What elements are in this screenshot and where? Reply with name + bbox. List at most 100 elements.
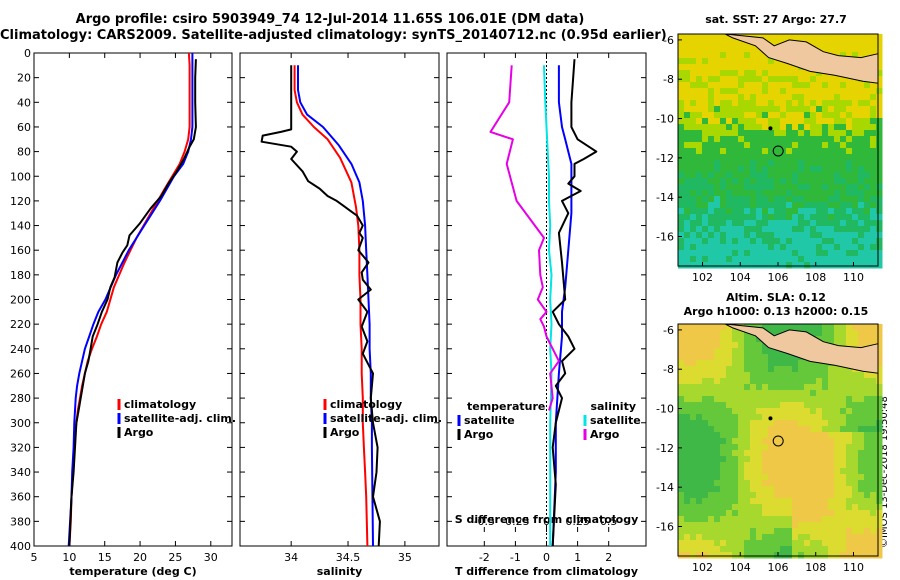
map-cell	[744, 190, 751, 197]
map-cell	[732, 498, 739, 505]
map-cell	[762, 154, 769, 161]
map-cell	[810, 166, 817, 173]
map-cell	[750, 106, 757, 113]
map-cell	[762, 534, 769, 541]
map-cell	[834, 474, 841, 481]
map-cell	[774, 540, 781, 547]
map-cell	[870, 112, 877, 119]
map-cell	[720, 510, 727, 517]
map-cell	[774, 480, 781, 487]
map-cell	[678, 70, 685, 77]
map-cell	[732, 244, 739, 251]
map-cell	[816, 88, 823, 95]
map-cell	[696, 402, 703, 409]
map-cell	[792, 432, 799, 439]
map-cell	[750, 492, 757, 499]
map-cell	[726, 130, 733, 137]
map-cell	[774, 516, 781, 523]
series-line-climatology	[293, 65, 369, 547]
y-tick-label: 400	[10, 540, 31, 553]
map-cell	[840, 414, 847, 421]
map-cell	[816, 136, 823, 143]
map-cell	[774, 70, 781, 77]
map-cell	[858, 34, 865, 41]
map-cell	[708, 154, 715, 161]
map-cell	[852, 220, 859, 227]
map-cell	[726, 262, 733, 269]
map-cell	[846, 238, 853, 245]
map-cell	[816, 220, 823, 227]
map-cell	[816, 250, 823, 257]
map-cell	[702, 462, 709, 469]
map-cell	[792, 94, 799, 101]
map-cell	[690, 522, 697, 529]
map-cell	[828, 232, 835, 239]
map-cell	[858, 226, 865, 233]
map-cell	[822, 552, 829, 559]
map-cell	[756, 534, 763, 541]
map-cell	[804, 396, 811, 403]
map-cell	[720, 82, 727, 89]
map-cell	[696, 58, 703, 65]
map-cell	[738, 432, 745, 439]
map-cell	[684, 184, 691, 191]
map-cell	[780, 160, 787, 167]
map-cell	[828, 184, 835, 191]
map-cell	[762, 522, 769, 529]
map-cell	[864, 330, 871, 337]
map-cell	[696, 522, 703, 529]
map-cell	[834, 142, 841, 149]
map-cell	[684, 468, 691, 475]
map-cell	[780, 76, 787, 83]
map-cell	[858, 82, 865, 89]
map-cell	[870, 196, 877, 203]
map-cell	[792, 504, 799, 511]
map-cell	[828, 552, 835, 559]
map-cell	[828, 220, 835, 227]
map-cell	[810, 456, 817, 463]
map-cell	[714, 160, 721, 167]
map-cell	[714, 34, 721, 41]
map-cell	[732, 112, 739, 119]
map-cell	[840, 396, 847, 403]
map-cell	[810, 444, 817, 451]
map-cell	[780, 220, 787, 227]
profile-panel-2-frame	[239, 52, 440, 547]
sla-map-title-line-2: Argo h1000: 0.13 h2000: 0.15	[684, 305, 869, 318]
map-cell	[774, 106, 781, 113]
map-cell	[690, 256, 697, 263]
map-cell	[840, 118, 847, 125]
map-cell	[786, 76, 793, 83]
map-cell	[720, 190, 727, 197]
map-cell	[858, 396, 865, 403]
map-cell	[678, 456, 685, 463]
map-cell	[732, 52, 739, 59]
map-cell	[762, 486, 769, 493]
map-cell	[750, 118, 757, 125]
map-cell	[762, 100, 769, 107]
map-cell	[822, 154, 829, 161]
map-cell	[798, 142, 805, 149]
map-cell	[828, 256, 835, 263]
map-cell	[684, 94, 691, 101]
map-cell	[690, 220, 697, 227]
map-cell	[738, 160, 745, 167]
map-cell	[864, 516, 871, 523]
map-cell	[750, 64, 757, 71]
map-cell	[870, 100, 877, 107]
map-cell	[720, 76, 727, 83]
map-cell	[696, 244, 703, 251]
map-cell	[762, 414, 769, 421]
map-cell	[750, 250, 757, 257]
map-cell	[786, 262, 793, 269]
map-cell	[714, 528, 721, 535]
map-cell	[720, 342, 727, 349]
map-cell	[840, 330, 847, 337]
map-cell	[834, 498, 841, 505]
map-cell	[696, 226, 703, 233]
map-cell	[726, 378, 733, 385]
map-cell	[846, 468, 853, 475]
map-cell	[804, 142, 811, 149]
map-cell	[822, 76, 829, 83]
